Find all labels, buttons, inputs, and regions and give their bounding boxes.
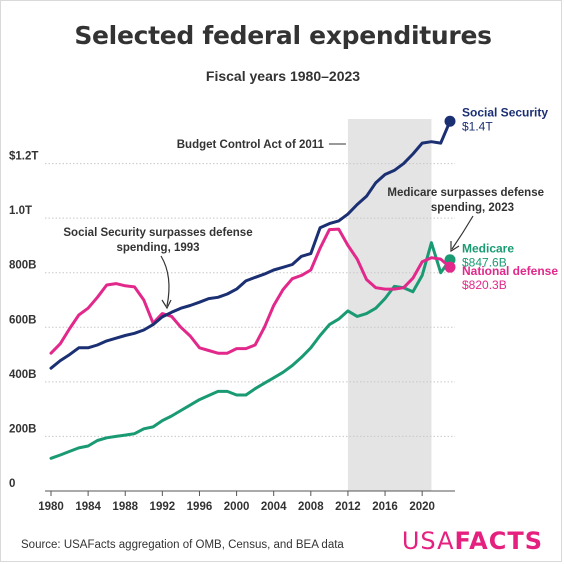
series-name-label: Social Security (462, 105, 548, 119)
annotation-arrowhead (161, 299, 172, 310)
series-line-social-security (49, 119, 452, 370)
y-tick-label: 200B (9, 423, 37, 435)
x-tick-label: 2004 (261, 501, 287, 513)
annotation-arrow (160, 255, 170, 307)
x-tick-label: 1992 (150, 501, 176, 513)
x-tick-label: 2000 (224, 501, 250, 513)
series-line-medicare (49, 241, 452, 460)
series-value-label: $1.4T (462, 119, 493, 133)
series-end-dot-defense (444, 261, 456, 273)
budget-control-act-shade (347, 119, 432, 491)
y-tick-label: $1.2T (9, 151, 38, 163)
x-tick-label: 2012 (335, 501, 361, 513)
series-name-label: National defense (462, 264, 558, 278)
budget-control-act-label: Budget Control Act of 2011 (177, 139, 325, 151)
y-tick-label: 0 (9, 478, 15, 490)
series-end-dot-social-security (444, 115, 456, 127)
logo-part-usa: USA (401, 527, 455, 555)
x-tick-label: 1984 (75, 501, 101, 513)
chart-subtitle: Fiscal years 1980–2023 (205, 68, 361, 84)
x-tick-label: 2016 (372, 501, 398, 513)
y-tick-label: 800B (9, 260, 37, 272)
series-value-label: $847.6B (462, 256, 507, 270)
series-name-label: Medicare (462, 242, 514, 256)
x-tick-label: 2008 (298, 501, 324, 513)
logo-part-facts: FACTS (454, 527, 543, 555)
annotation-line: Social Security surpasses defense (63, 227, 252, 239)
series-value-label: $820.3B (462, 278, 507, 292)
y-tick-label: 600B (9, 314, 37, 326)
annotation-line: spending, 1993 (116, 242, 199, 254)
x-tick-label: 2020 (409, 501, 435, 513)
x-tick-label: 1980 (38, 501, 64, 513)
x-tick-label: 1996 (187, 501, 213, 513)
chart-title: Selected federal expenditures (74, 21, 492, 50)
annotation-arrowhead (450, 241, 460, 253)
source-note: Source: USAFacts aggregation of OMB, Cen… (21, 539, 344, 551)
annotation-line: Medicare surpasses defense (387, 187, 544, 199)
annotation-arrow (451, 215, 474, 250)
y-tick-label: 1.0T (9, 205, 32, 217)
y-tick-label: 400B (9, 369, 37, 381)
x-tick-label: 1988 (112, 501, 138, 513)
usafacts-logo: USAFACTS (402, 527, 543, 555)
series-line-defense (49, 227, 452, 355)
annotation-line: spending, 2023 (431, 202, 514, 214)
